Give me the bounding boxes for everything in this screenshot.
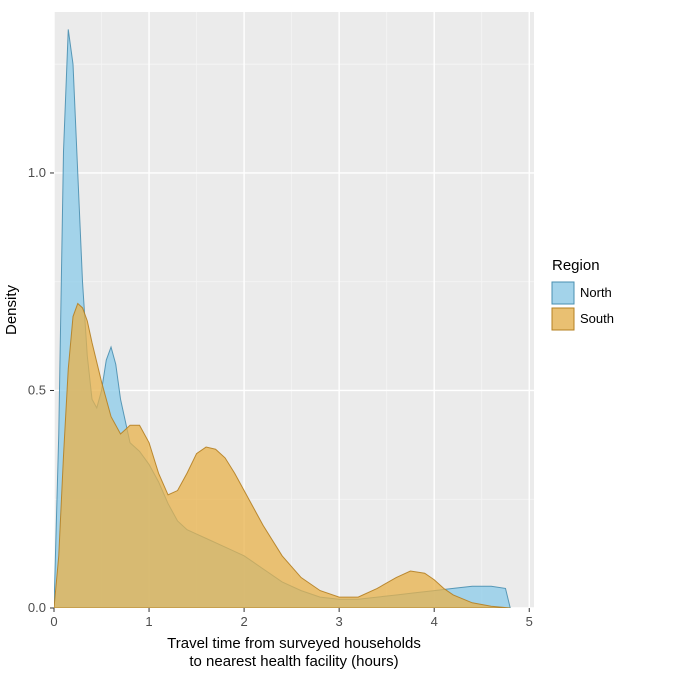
x-axis-label-line2: to nearest health facility (hours): [189, 653, 398, 670]
y-tick-label: 0.0: [28, 600, 46, 615]
x-tick-label: 4: [431, 614, 438, 629]
y-tick-label: 1.0: [28, 165, 46, 180]
x-tick-label: 3: [336, 614, 343, 629]
legend-label-south: South: [580, 311, 614, 326]
x-axis-label-line1: Travel time from surveyed households: [167, 635, 421, 652]
legend-label-north: North: [580, 285, 612, 300]
legend-swatch-south: [552, 308, 574, 330]
legend-swatch-north: [552, 282, 574, 304]
density-chart: 0 1 2 3 4 5 0.0 0.5 1.0 Travel time from surveyed…: [0, 0, 679, 688]
legend-title: Region: [552, 257, 600, 274]
y-tick-label: 0.5: [28, 382, 46, 397]
x-tick-label: 1: [145, 614, 152, 629]
x-tick-label: 2: [240, 614, 247, 629]
x-tick-label: 5: [526, 614, 533, 629]
x-tick-label: 0: [50, 614, 57, 629]
y-axis-label: Density: [3, 284, 20, 335]
chart-svg: 0 1 2 3 4 5 0.0 0.5 1.0 Travel time from surveyed…: [0, 0, 679, 688]
